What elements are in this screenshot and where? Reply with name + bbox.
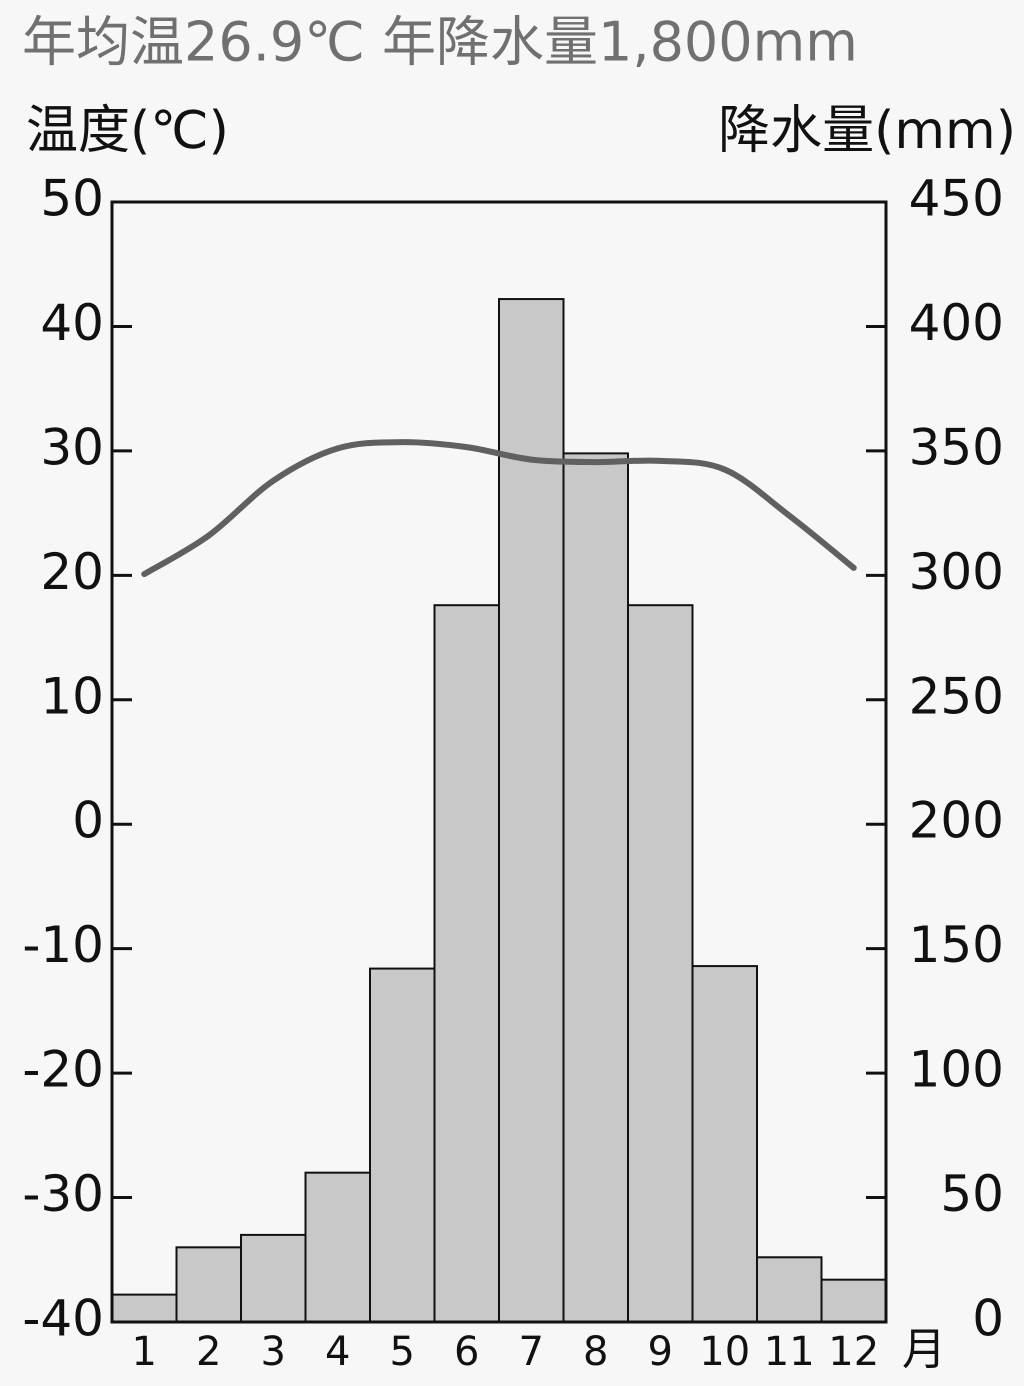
chart-title: 年均温26.9℃ 年降水量1,800mm [22,11,858,74]
bar [691,965,758,1323]
y2-tick-label: 50 [940,1165,1004,1223]
y-tick-label: -40 [22,1290,104,1348]
x-tick-label: 1 [132,1329,157,1375]
y2-tick-label: 200 [909,792,1004,850]
y2-tick-label: 0 [972,1290,1004,1348]
y-tick-label: -30 [22,1165,104,1223]
y-tick-label: 0 [72,792,104,850]
y-tick-label: -20 [22,1041,104,1099]
y-tick-label: 10 [40,667,104,725]
bar [433,604,500,1323]
bar [369,967,436,1323]
y2-tick-label: 150 [909,916,1004,974]
y2-tick-label: 450 [909,170,1004,228]
y-tick-label: 30 [40,418,104,476]
bar [756,1256,823,1324]
y2-tick-label: 250 [909,667,1004,725]
y2-tick-label: 100 [909,1041,1004,1099]
y2-tick-label: 400 [909,294,1004,352]
x-tick-label: 3 [261,1329,286,1375]
y-tick-label: 40 [40,294,104,352]
bar [562,452,629,1323]
y-tick-label: -10 [22,916,104,974]
x-tick-label: 12 [828,1329,879,1375]
bar [175,1246,242,1324]
x-axis-label: 月 [902,1324,946,1375]
bar [498,298,565,1324]
x-tick-label: 8 [583,1329,608,1375]
x-tick-label: 2 [196,1329,221,1375]
y-axis-label: 温度(℃) [26,101,229,161]
temperature-line [141,439,857,578]
y2-axis-label: 降水量(mm) [718,101,1016,161]
x-tick-label: 4 [325,1329,350,1375]
bar [820,1278,887,1323]
x-tick-label: 6 [454,1329,479,1375]
x-tick-label: 7 [519,1329,544,1375]
y-tick-label: 20 [40,543,104,601]
x-tick-label: 9 [648,1329,673,1375]
bar [627,604,694,1323]
y2-tick-label: 300 [909,543,1004,601]
y2-tick-label: 350 [909,418,1004,476]
x-tick-label: 11 [764,1329,815,1375]
plot-frame [110,200,888,1324]
bar [111,1293,178,1323]
bar [240,1233,307,1324]
x-tick-label: 10 [699,1329,750,1375]
bar [304,1171,371,1323]
y-tick-label: 50 [40,170,104,228]
x-tick-label: 5 [390,1329,415,1375]
